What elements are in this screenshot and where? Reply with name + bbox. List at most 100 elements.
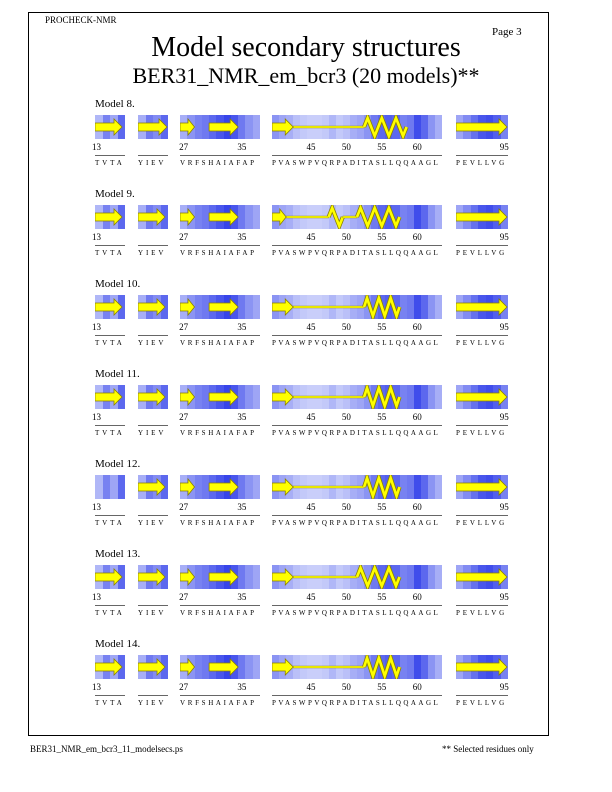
- segment-band: [272, 565, 442, 589]
- residue-sequence: TVTA: [95, 609, 125, 617]
- residue-shade-cell: [201, 565, 210, 589]
- residue-number: 50: [341, 592, 351, 602]
- residue-number: 95: [499, 232, 509, 242]
- residue-number: 50: [341, 682, 351, 692]
- residue-number: 95: [499, 142, 509, 152]
- sequence-rule: [95, 515, 125, 516]
- residue-sequence: VRFSHAIAFAP: [180, 699, 257, 707]
- residue-shade-cell: [434, 385, 442, 409]
- segment-band: [180, 385, 260, 409]
- model-block: Model 11. 13 TVTA YIEV 27 35 VRFSHAIAFAP 45 50 55…: [0, 368, 612, 458]
- residue-sequence: PEVLLVG: [456, 699, 508, 707]
- residue-shade-cell: [245, 295, 254, 319]
- program-name: PROCHECK-NMR: [45, 15, 117, 25]
- residue-sequence: TVTA: [95, 429, 125, 437]
- segment-band: [272, 115, 442, 139]
- residue-sequence: YIEV: [138, 249, 167, 257]
- residue-number: 50: [341, 502, 351, 512]
- model-block: Model 10. 13 TVTA YIEV 27 35 VRFSHAIAFAP 45 50 55…: [0, 278, 612, 368]
- sequence-rule: [272, 605, 442, 606]
- segment-band: [180, 295, 260, 319]
- residue-shade-cell: [201, 295, 210, 319]
- residue-shade-cell: [427, 205, 436, 229]
- residue-shade-cell: [117, 475, 125, 499]
- residue-shade-cell: [399, 295, 408, 319]
- residue-shade-cell: [238, 565, 246, 589]
- residue-sequence: PEVLLVG: [456, 249, 508, 257]
- segment-band: [95, 475, 125, 499]
- segment-band: [95, 295, 125, 319]
- residue-shade-cell: [194, 115, 203, 139]
- residue-number: 27: [179, 682, 189, 692]
- residue-shade-cell: [406, 475, 415, 499]
- residue-number: 13: [92, 682, 101, 692]
- residue-sequence: VRFSHAIAFAP: [180, 519, 257, 527]
- sequence-rule: [95, 425, 125, 426]
- segment-band: [456, 115, 508, 139]
- residue-shade-cell: [201, 385, 210, 409]
- residue-number: 60: [412, 322, 422, 332]
- residue-number: 60: [412, 142, 422, 152]
- residue-number: 13: [92, 142, 101, 152]
- residue-sequence: PVASWPVQRPADITASLLQQAAGL: [272, 249, 441, 257]
- residue-sequence: PVASWPVQRPADITASLLQQAAGL: [272, 429, 441, 437]
- segment-band: [138, 655, 168, 679]
- sequence-rule: [180, 155, 260, 156]
- sequence-rule: [272, 245, 442, 246]
- residue-sequence: TVTA: [95, 339, 125, 347]
- segment-band: [272, 295, 442, 319]
- sequence-rule: [95, 155, 125, 156]
- residue-shade-cell: [160, 205, 168, 229]
- segment-band: [180, 565, 260, 589]
- residue-number: 35: [237, 142, 247, 152]
- residue-shade-cell: [194, 565, 203, 589]
- residue-shade-cell: [420, 385, 429, 409]
- residue-number: 45: [306, 142, 316, 152]
- residue-shade-cell: [117, 205, 125, 229]
- residue-shade-cell: [201, 655, 210, 679]
- residue-shade-cell: [245, 205, 254, 229]
- residue-shade-cell: [252, 295, 260, 319]
- residue-shade-cell: [406, 115, 415, 139]
- residue-sequence: YIEV: [138, 429, 167, 437]
- residue-number: 13: [92, 412, 101, 422]
- page-frame: [28, 12, 549, 736]
- residue-sequence: VRFSHAIAFAP: [180, 429, 257, 437]
- residue-shade-cell: [434, 475, 442, 499]
- residue-shade-cell: [160, 475, 168, 499]
- residue-number: 35: [237, 322, 247, 332]
- residue-shade-cell: [420, 655, 429, 679]
- residue-shade-cell: [399, 205, 408, 229]
- sequence-rule: [272, 515, 442, 516]
- segment-band: [456, 565, 508, 589]
- residue-number: 60: [412, 682, 422, 692]
- sequence-rule: [456, 335, 508, 336]
- model-label: Model 8.: [95, 98, 135, 110]
- residue-number: 13: [92, 592, 101, 602]
- residue-sequence: VRFSHAIAFAP: [180, 609, 257, 617]
- residue-shade-cell: [252, 565, 260, 589]
- segment-band: [180, 205, 260, 229]
- sequence-rule: [272, 335, 442, 336]
- residue-shade-cell: [427, 565, 436, 589]
- residue-shade-cell: [413, 205, 422, 229]
- residue-number: 55: [377, 142, 387, 152]
- residue-shade-cell: [117, 655, 125, 679]
- residue-shade-cell: [420, 565, 429, 589]
- residue-sequence: PEVLLVG: [456, 159, 508, 167]
- residue-shade-cell: [245, 475, 254, 499]
- residue-number: 27: [179, 142, 189, 152]
- segment-band: [456, 205, 508, 229]
- residue-number: 55: [377, 412, 387, 422]
- residue-sequence: TVTA: [95, 699, 125, 707]
- residue-shade-cell: [427, 475, 436, 499]
- residue-number: 60: [412, 412, 422, 422]
- residue-shade-cell: [201, 475, 210, 499]
- sequence-rule: [456, 515, 508, 516]
- residue-shade-cell: [406, 655, 415, 679]
- residue-shade-cell: [245, 115, 254, 139]
- residue-shade-cell: [427, 295, 436, 319]
- residue-number: 27: [179, 232, 189, 242]
- sequence-rule: [272, 695, 442, 696]
- segment-band: [138, 295, 168, 319]
